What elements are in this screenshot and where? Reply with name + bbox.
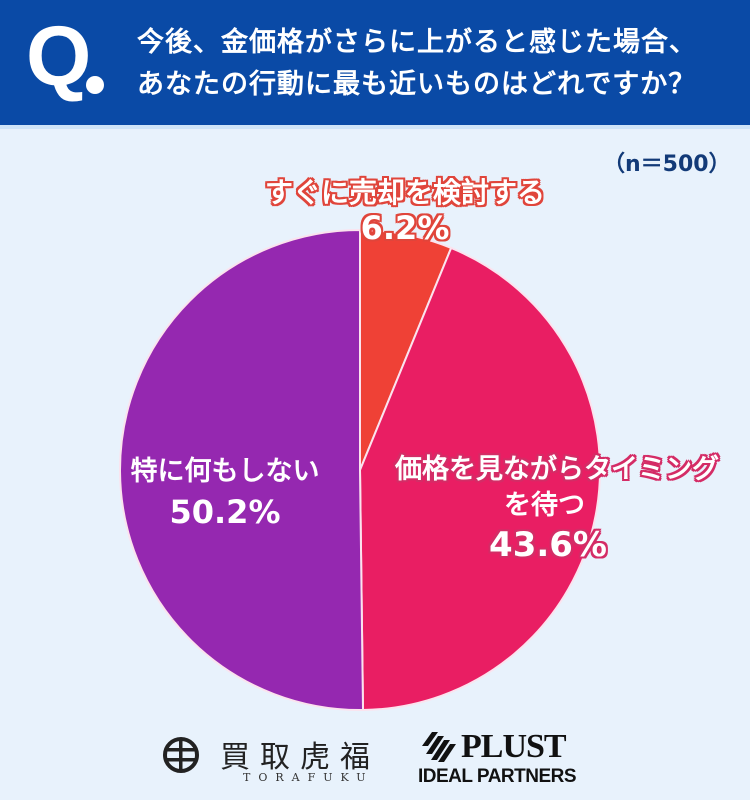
label-wait: 価格を見ながらタイミング を待つ 43.6% [365, 452, 725, 566]
label-wait-pct: 43.6% [489, 525, 607, 565]
label-wait-line1: 価格を見ながらタイミング [359, 452, 719, 488]
q-dot [86, 76, 104, 94]
torafuku-logo-icon [163, 737, 199, 773]
label-wait-line2: を待つ [504, 490, 585, 521]
plust-subtitle: IDEAL PARTNERS [418, 766, 577, 787]
plust-logo-icon [422, 732, 456, 762]
torafuku-roman: TORAFUKU [243, 771, 374, 784]
torafuku-kanji: 買取虎福 [220, 740, 380, 775]
slice-nothing [119, 228, 365, 711]
plust-name: PLUST [461, 728, 567, 765]
question-text: 今後、金価格がさらに上がると感じた場合、 あなたの行動に最も近いものはどれですか… [137, 22, 697, 106]
q-mark: Q [26, 9, 92, 103]
question-line-1: 今後、金価格がさらに上がると感じた場合、 [137, 27, 697, 58]
label-nothing-pct: 50.2% [169, 493, 281, 531]
header-divider [0, 125, 750, 129]
question-header: Q 今後、金価格がさらに上がると感じた場合、 あなたの行動に最も近いものはどれで… [0, 0, 750, 125]
footer-logos: 買取虎福 TORAFUKU PLUST IDEAL PARTNERS [0, 720, 750, 800]
label-sell-text: すぐに売却を検討する [264, 176, 545, 209]
question-line-2: あなたの行動に最も近いものはどれですか？ [137, 69, 697, 100]
label-nothing-text: 特に何もしない [130, 456, 320, 487]
slice-wait [358, 246, 602, 711]
label-sell: すぐに売却を検討する 6.2% [255, 176, 555, 246]
label-nothing: 特に何もしない 50.2% [115, 454, 335, 534]
sample-size: （n＝500） [603, 152, 731, 177]
label-wait-line1-text: 価格を見ながらタイミング [395, 454, 719, 485]
label-sell-pct: 6.2% [360, 209, 450, 247]
